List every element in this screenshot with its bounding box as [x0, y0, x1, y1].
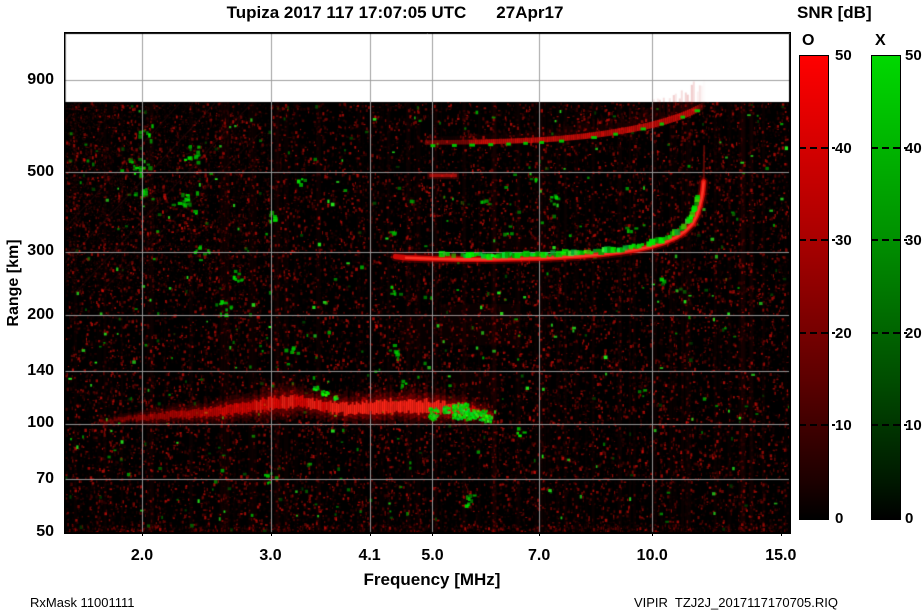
colorbar-tick-dash	[871, 239, 907, 242]
colorbar-tick-dash	[871, 331, 907, 334]
x-tick-label: 10.0	[636, 547, 668, 564]
x-colorbar-tick-label: 30	[905, 232, 922, 250]
x-tick-label: 3.0	[259, 547, 282, 564]
x-colorbar-tick-label: 40	[905, 139, 922, 157]
x-axis-tick-mark	[432, 533, 433, 536]
colorbar-tick-dash	[799, 331, 835, 334]
footer-filename: VIPIR TZJ2J_2017117170705.RIQ	[633, 595, 838, 610]
y-tick-label: 300	[27, 242, 54, 260]
x-tick-label: 5.0	[421, 547, 444, 564]
colorbar-tick-dash	[799, 424, 835, 427]
x-tick-label: 2.0	[130, 547, 154, 564]
y-tick-label: 900	[27, 70, 54, 88]
x-colorbar-tick-label: 50	[905, 47, 922, 64]
colorbar-title: SNR [dB]	[797, 3, 872, 22]
x-colorbar-tick-label: 20	[905, 324, 922, 342]
o-colorbar-tick-label: 40	[835, 139, 852, 157]
title-station-datetime: Tupiza 2017 117 17:07:05 UTC	[226, 3, 467, 22]
colorbar-tick-dash	[871, 146, 907, 149]
o-mode-label: O	[802, 32, 815, 49]
x-tick-label: 7.0	[528, 547, 551, 564]
x-tick-label: 15.0	[765, 547, 797, 564]
colorbar-tick-dash	[799, 239, 835, 242]
colorbar-tick-dash	[799, 146, 835, 149]
y-tick-label: 500	[27, 162, 54, 180]
x-tick-label: 4.1	[358, 547, 381, 564]
y-tick-label: 70	[36, 469, 54, 487]
x-axis-tick-mark	[652, 533, 653, 536]
x-mode-label: X	[875, 32, 886, 49]
footer-rxmask: RxMask 11001111	[30, 595, 135, 610]
o-colorbar-tick-label: 50	[835, 47, 852, 64]
title-date: 27Apr17	[496, 3, 564, 22]
y-tick-label: 100	[27, 414, 54, 432]
x-colorbar-tick-label: 0	[905, 510, 914, 527]
ionogram-plot	[64, 32, 791, 534]
x-colorbar-tick-label: 10	[905, 417, 922, 435]
o-colorbar-tick-label: 0	[835, 510, 844, 527]
x-axis-tick-mark	[271, 533, 272, 536]
o-colorbar-tick-label: 30	[835, 232, 852, 250]
y-tick-label: 200	[27, 305, 54, 323]
x-axis-tick-mark	[142, 533, 143, 536]
o-colorbar-tick-label: 10	[835, 417, 852, 435]
colorbar-tick-dash	[871, 424, 907, 427]
x-axis-tick-mark	[781, 533, 782, 536]
o-colorbar-tick-label: 20	[835, 324, 852, 342]
x-axis-tick-mark	[370, 533, 371, 536]
x-colorbar	[871, 55, 901, 520]
o-colorbar	[799, 55, 829, 520]
x-axis-title: Frequency [MHz]	[363, 570, 501, 589]
plot-title: Tupiza 2017 117 17:07:05 UTC 27Apr17	[0, 3, 790, 23]
y-tick-label: 50	[36, 522, 54, 540]
x-axis-tick-mark	[539, 533, 540, 536]
y-tick-label: 140	[27, 361, 54, 379]
